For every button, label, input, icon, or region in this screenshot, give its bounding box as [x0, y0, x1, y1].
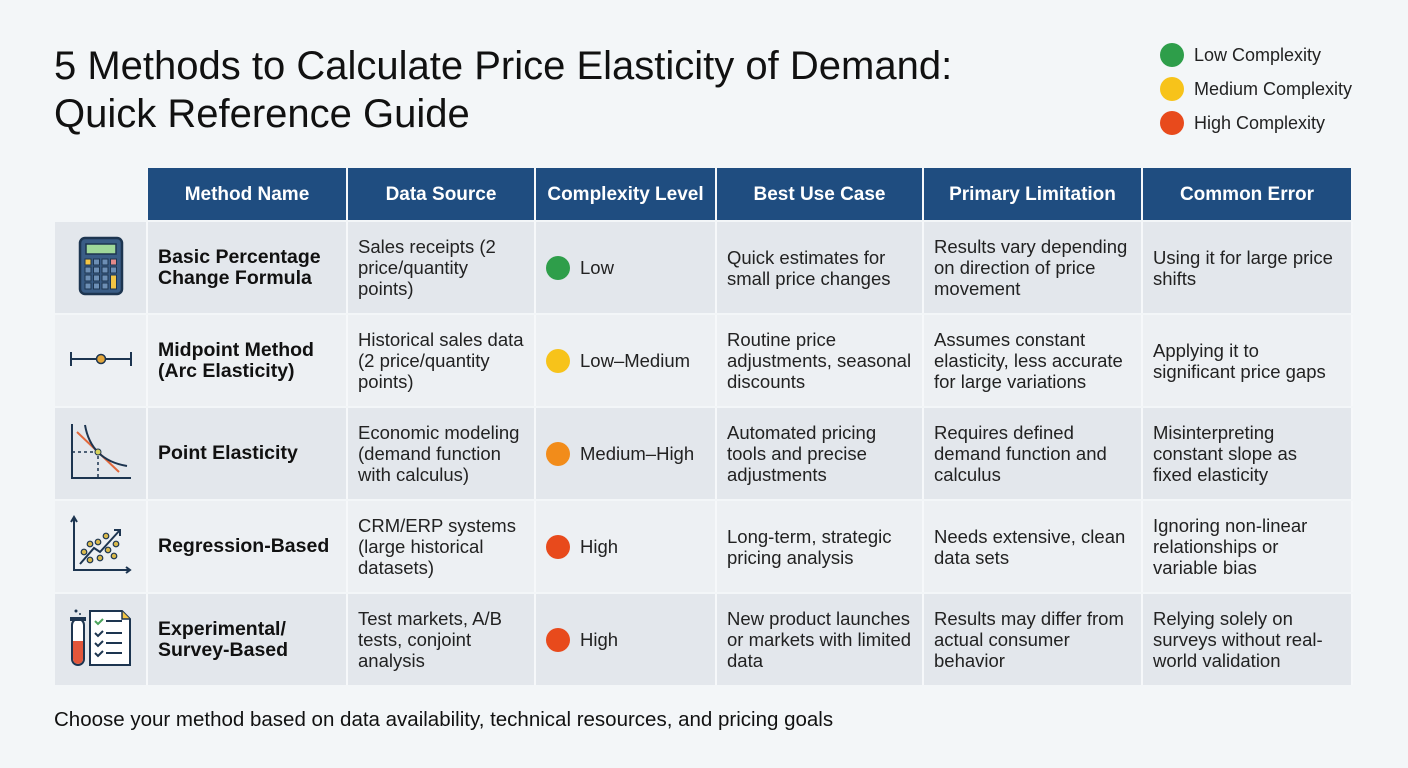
primary-limitation-cell: Needs extensive, clean data sets — [924, 501, 1143, 592]
common-error-cell: Applying it to significant price gaps — [1143, 315, 1353, 406]
primary-limitation-cell: Results may differ from actual consumer … — [924, 594, 1143, 685]
legend-item: Low Complexity — [1160, 38, 1352, 72]
data-source-cell: Economic modeling (demand function with … — [348, 408, 536, 499]
legend-item: High Complexity — [1160, 106, 1352, 140]
method-name: Point Elasticity — [158, 442, 298, 464]
legend-swatch — [1160, 43, 1184, 67]
method-name-cell: Basic Percentage Change Formula — [148, 222, 348, 313]
complexity-dot — [546, 348, 570, 373]
primary-limitation-cell: Requires defined demand function and cal… — [924, 408, 1143, 499]
best-use-case-cell: Routine price adjustments, seasonal disc… — [717, 315, 924, 406]
row-icon-cell — [55, 222, 148, 313]
legend: Low Complexity Medium Complexity High Comp… — [1160, 38, 1352, 140]
complexity-dot — [546, 627, 570, 652]
best-use-case: Automated pricing tools and precise adju… — [727, 422, 877, 485]
header-common-error: Common Error — [1143, 168, 1353, 220]
header-complexity-level: Complexity Level — [536, 168, 717, 220]
legend-label: Medium Complexity — [1194, 78, 1353, 99]
complexity-level: Low–Medium — [580, 350, 691, 371]
complexity-cell: High — [536, 501, 717, 592]
primary-limitation: Assumes constant elasticity, less accura… — [934, 329, 1123, 392]
common-error-cell: Relying solely on surveys without real-w… — [1143, 594, 1353, 685]
calculator-icon — [77, 235, 125, 301]
legend-label: Low Complexity — [1194, 44, 1322, 65]
common-error: Using it for large price shifts — [1153, 246, 1333, 289]
common-error: Applying it to significant price gaps — [1153, 339, 1326, 382]
common-error: Ignoring non-linear relationships or var… — [1153, 515, 1308, 578]
methods-table: Method Name Data Source Complexity Level… — [55, 168, 1353, 685]
header-data-source: Data Source — [348, 168, 536, 220]
complexity-dot — [546, 255, 570, 280]
primary-limitation: Results vary depending on direction of p… — [934, 236, 1128, 299]
test-tube-checklist-icon — [68, 607, 134, 673]
legend-swatch — [1160, 77, 1184, 101]
data-source-cell: CRM/ERP systems (large historical datase… — [348, 501, 536, 592]
best-use-case-cell: Automated pricing tools and precise adju… — [717, 408, 924, 499]
complexity-cell: Low–Medium — [536, 315, 717, 406]
method-name-cell: Midpoint Method (Arc Elasticity) — [148, 315, 348, 406]
data-source-cell: Historical sales data (2 price/quantity … — [348, 315, 536, 406]
method-name: Basic Percentage Change Formula — [158, 245, 321, 289]
header-primary-limitation: Primary Limitation — [924, 168, 1143, 220]
common-error: Misinterpreting constant slope as fixed … — [1153, 422, 1297, 485]
row-icon-cell — [55, 408, 148, 499]
complexity-dot — [546, 534, 570, 559]
footer-note: Choose your method based on data availab… — [54, 708, 834, 731]
common-error: Relying solely on surveys without real-w… — [1153, 608, 1323, 671]
best-use-case-cell: New product launches or markets with lim… — [717, 594, 924, 685]
method-name-cell: Point Elasticity — [148, 408, 348, 499]
best-use-case: Quick estimates for small price changes — [727, 246, 891, 289]
common-error-cell: Ignoring non-linear relationships or var… — [1143, 501, 1353, 592]
best-use-case: New product launches or markets with lim… — [727, 608, 912, 671]
title-line-2: Quick Reference Guide — [54, 92, 470, 136]
best-use-case: Long-term, strategic pricing analysis — [727, 525, 892, 568]
method-name: Experimental/ Survey-Based — [158, 617, 289, 661]
legend-label: High Complexity — [1194, 112, 1326, 133]
header-best-use-case: Best Use Case — [717, 168, 924, 220]
row-icon-cell — [55, 315, 148, 406]
data-source: Historical sales data (2 price/quantity … — [358, 329, 524, 392]
complexity-level: High — [580, 536, 619, 557]
primary-limitation: Needs extensive, clean data sets — [934, 525, 1126, 568]
primary-limitation-cell: Results vary depending on direction of p… — [924, 222, 1143, 313]
row-icon-cell — [55, 501, 148, 592]
scatter-trend-icon — [69, 514, 132, 580]
data-source: Economic modeling (demand function with … — [358, 422, 520, 485]
method-name: Midpoint Method (Arc Elasticity) — [158, 338, 314, 382]
best-use-case-cell: Long-term, strategic pricing analysis — [717, 501, 924, 592]
common-error-cell: Using it for large price shifts — [1143, 222, 1353, 313]
best-use-case-cell: Quick estimates for small price changes — [717, 222, 924, 313]
complexity-cell: High — [536, 594, 717, 685]
complexity-dot — [546, 441, 570, 466]
legend-swatch — [1160, 111, 1184, 135]
best-use-case: Routine price adjustments, seasonal disc… — [727, 329, 912, 392]
data-source: CRM/ERP systems (large historical datase… — [358, 515, 516, 578]
primary-limitation: Requires defined demand function and cal… — [934, 422, 1107, 485]
primary-limitation-cell: Assumes constant elasticity, less accura… — [924, 315, 1143, 406]
complexity-cell: Medium–High — [536, 408, 717, 499]
midpoint-icon — [69, 349, 133, 373]
method-name-cell: Regression-Based — [148, 501, 348, 592]
data-source-cell: Sales receipts (2 price/quantity points) — [348, 222, 536, 313]
title-line-1: 5 Methods to Calculate Price Elasticity … — [54, 44, 953, 88]
method-name: Regression-Based — [158, 535, 330, 557]
complexity-level: Low — [580, 257, 614, 278]
demand-curve-icon — [69, 422, 133, 486]
row-icon-cell — [55, 594, 148, 685]
data-source-cell: Test markets, A/B tests, conjoint analys… — [348, 594, 536, 685]
page-title: 5 Methods to Calculate Price Elasticity … — [54, 42, 952, 138]
common-error-cell: Misinterpreting constant slope as fixed … — [1143, 408, 1353, 499]
header-method-name: Method Name — [148, 168, 348, 220]
primary-limitation: Results may differ from actual consumer … — [934, 608, 1124, 671]
legend-item: Medium Complexity — [1160, 72, 1352, 106]
method-name-cell: Experimental/ Survey-Based — [148, 594, 348, 685]
complexity-level: Medium–High — [580, 443, 695, 464]
header-blank — [55, 168, 148, 220]
complexity-cell: Low — [536, 222, 717, 313]
data-source: Sales receipts (2 price/quantity points) — [358, 236, 496, 299]
complexity-level: High — [580, 629, 619, 650]
data-source: Test markets, A/B tests, conjoint analys… — [358, 608, 502, 671]
